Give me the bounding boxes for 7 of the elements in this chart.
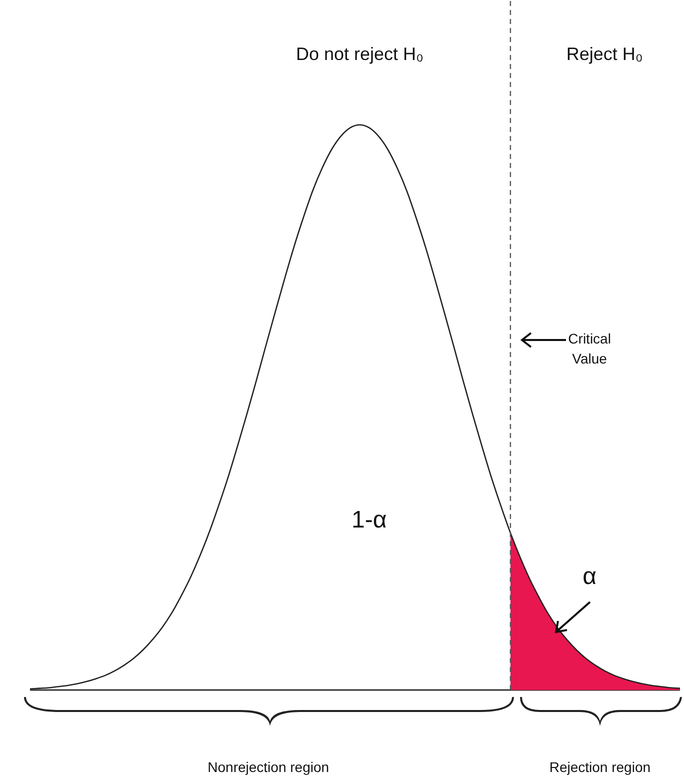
text: Do not reject H₀ — [296, 44, 424, 64]
annotation: Critical Value — [568, 330, 611, 367]
annotation: 1-α — [352, 506, 387, 534]
text: Reject H₀ — [566, 44, 643, 64]
text: Nonrejection region — [208, 759, 330, 775]
annotation: α — [582, 562, 597, 590]
text: Rejection region — [549, 759, 651, 775]
